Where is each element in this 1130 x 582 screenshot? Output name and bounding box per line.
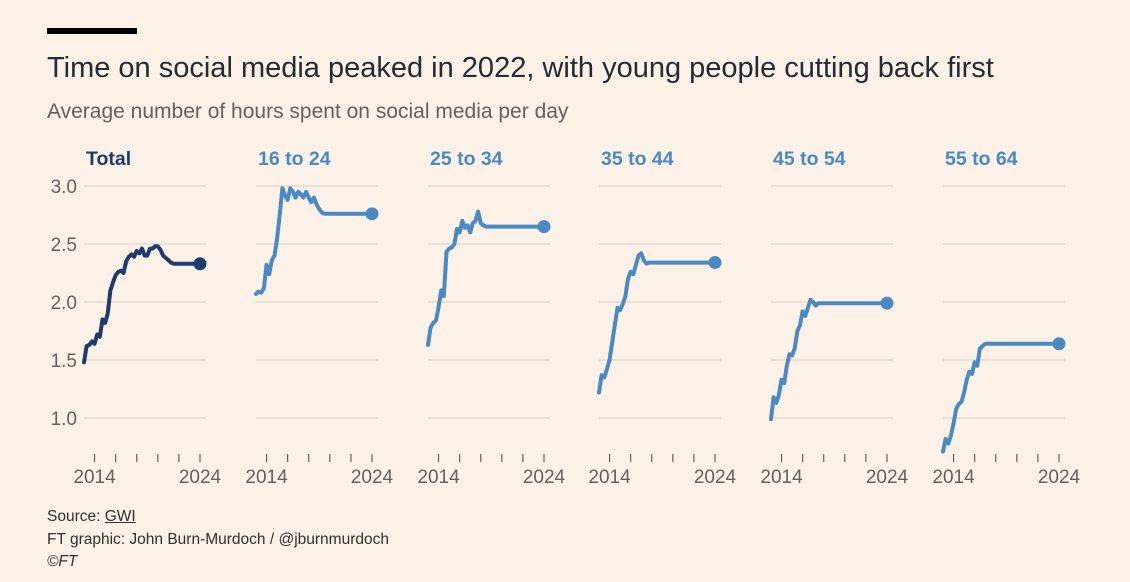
chart-subtitle: Average number of hours spent on social … — [47, 100, 569, 123]
small-multiples-chart: 1.0 1.5 2.0 2.5 3.0 Total 2014 2024 16 to 24 2014… — [51, 148, 1081, 488]
panel-title: Total — [86, 148, 131, 170]
y-tick-label: 2.0 — [51, 293, 77, 314]
x-tick-label: 2014 — [932, 467, 975, 488]
x-tick-label: 2024 — [351, 467, 394, 488]
x-tick-label: 2014 — [588, 467, 631, 488]
x-tick-label: 2024 — [866, 467, 909, 488]
x-tick-label: 2024 — [179, 467, 222, 488]
source-line: Source: GWI — [47, 508, 136, 526]
x-tick-label: 2014 — [73, 467, 116, 488]
panel-title: 45 to 54 — [773, 148, 846, 170]
panel-title: 25 to 34 — [430, 148, 503, 170]
series-line — [426, 209, 546, 347]
series-line — [597, 251, 717, 395]
x-tick-label: 2024 — [523, 467, 566, 488]
panel-title: 16 to 24 — [258, 148, 331, 170]
graphic-credit: FT graphic: John Burn-Murdoch / @jburnmu… — [47, 531, 389, 548]
x-tick-label: 2014 — [417, 467, 460, 488]
series-line — [82, 244, 202, 365]
y-tick-label: 3.0 — [51, 177, 77, 198]
panel-title: 35 to 44 — [601, 148, 674, 170]
x-tick-label: 2014 — [760, 467, 803, 488]
source-prefix: Source: — [47, 508, 105, 525]
end-point-dot — [537, 220, 551, 234]
y-tick-label: 2.5 — [51, 235, 77, 256]
series-line — [941, 341, 1061, 454]
panel-title: 55 to 64 — [945, 148, 1018, 170]
y-tick-label: 1.5 — [51, 351, 77, 372]
end-point-dot — [880, 296, 894, 310]
y-tick-label: 1.0 — [51, 409, 77, 430]
chart-title: Time on social media peaked in 2022, wit… — [47, 52, 994, 84]
series-line — [254, 186, 374, 296]
end-point-dot — [365, 207, 379, 221]
end-point-dot — [1052, 337, 1066, 351]
x-tick-label: 2014 — [245, 467, 288, 488]
source-link[interactable]: GWI — [104, 508, 136, 525]
series-line — [769, 297, 889, 422]
x-tick-label: 2024 — [1038, 467, 1081, 488]
ft-top-bar — [47, 28, 137, 34]
copyright: ©FT — [47, 553, 78, 570]
end-point-dot — [708, 256, 722, 270]
x-tick-label: 2024 — [694, 467, 737, 488]
end-point-dot — [193, 257, 207, 271]
